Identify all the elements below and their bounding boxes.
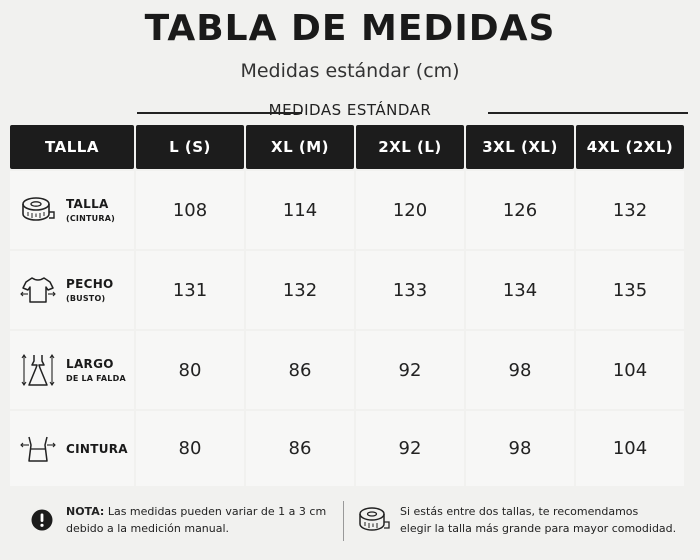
- table-cell: 104: [576, 411, 684, 486]
- table-cell: 92: [356, 331, 464, 409]
- table-cell: 108: [136, 171, 244, 249]
- section-divider-left: [137, 112, 302, 114]
- section-divider-right: [488, 112, 688, 114]
- dress-length-icon: [21, 354, 55, 386]
- table-cell: 80: [136, 331, 244, 409]
- table-cell: 133: [356, 251, 464, 329]
- footer: NOTA: Las medidas pueden variar de 1 a 3…: [0, 493, 700, 553]
- row-label-main: PECHO: [66, 277, 114, 291]
- row-label-largo: LARGO DE LA FALDA: [10, 331, 134, 409]
- note-body-2: debido a la medición manual.: [66, 522, 230, 535]
- header-col-2: XL (M): [246, 125, 354, 169]
- table-cell: 104: [576, 331, 684, 409]
- note-body: Las medidas pueden variar de 1 a 3 cm: [107, 505, 327, 518]
- exclamation-icon: [31, 509, 53, 531]
- waist-icon: [20, 436, 56, 462]
- header-col-4: 3XL (XL): [466, 125, 574, 169]
- row-label-sub: (CINTURA): [66, 214, 115, 223]
- row-label-talla: TALLA (CINTURA): [10, 171, 134, 249]
- size-table: TALLA L (S) XL (M) 2XL (L) 3XL (XL) 4XL …: [10, 125, 684, 486]
- row-label-cintura: CINTURA: [10, 411, 134, 486]
- row-label-main: CINTURA: [66, 441, 128, 456]
- note-label: NOTA:: [66, 505, 105, 518]
- table-cell: 120: [356, 171, 464, 249]
- table-cell: 131: [136, 251, 244, 329]
- row-label-main: TALLA: [66, 197, 109, 211]
- table-cell: 92: [356, 411, 464, 486]
- header-col-3: 2XL (L): [356, 125, 464, 169]
- header-talla: TALLA: [10, 125, 134, 169]
- header-col-1: L (S): [136, 125, 244, 169]
- tip-body-2: elegir la talla más grande para mayor co…: [400, 522, 677, 535]
- table-cell: 135: [576, 251, 684, 329]
- table-cell: 132: [576, 171, 684, 249]
- footer-divider: [343, 501, 344, 541]
- measuring-tape-icon: [359, 507, 390, 531]
- header-col-5: 4XL (2XL): [576, 125, 684, 169]
- row-label-pecho: PECHO (BUSTO): [10, 251, 134, 329]
- measuring-tape-icon: [22, 197, 55, 221]
- page-subtitle: Medidas estándar (cm): [240, 60, 460, 82]
- table-cell: 80: [136, 411, 244, 486]
- table-cell: 132: [246, 251, 354, 329]
- table-cell: 98: [466, 411, 574, 486]
- section-label: MEDIDAS ESTÁNDAR: [268, 101, 432, 119]
- shirt-icon: [20, 277, 56, 303]
- row-label-sub: (BUSTO): [66, 294, 106, 303]
- table-cell: 98: [466, 331, 574, 409]
- table-cell: 86: [246, 411, 354, 486]
- page-title: TABLA DE MEDIDAS: [144, 8, 556, 49]
- row-label-sub: DE LA FALDA: [66, 374, 126, 383]
- tip-text: Si estás entre dos tallas, te recomendam…: [400, 503, 695, 537]
- table-cell: 134: [466, 251, 574, 329]
- row-label-main: LARGO: [66, 357, 114, 371]
- table-cell: 86: [246, 331, 354, 409]
- table-cell: 114: [246, 171, 354, 249]
- tip-body: Si estás entre dos tallas, te recomendam…: [400, 505, 639, 518]
- note-text: NOTA: Las medidas pueden variar de 1 a 3…: [66, 503, 336, 537]
- table-cell: 126: [466, 171, 574, 249]
